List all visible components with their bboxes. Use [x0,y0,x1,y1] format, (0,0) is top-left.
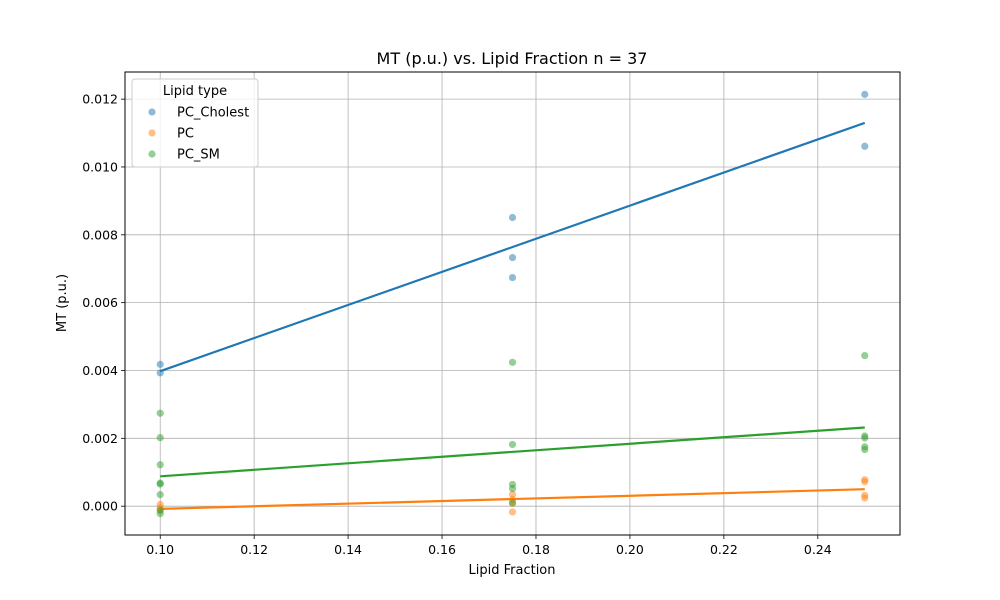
point-pc-sm [508,484,517,493]
x-tick-label: 0.12 [240,542,268,557]
scatter-points [156,90,869,518]
y-tick-label: 0.012 [82,92,118,107]
legend-marker-pc [148,129,156,137]
y-axis-label: MT (p.u.) [55,274,70,332]
x-tick-label: 0.20 [616,542,644,557]
x-axis-label: Lipid Fraction [469,563,556,578]
point-pc-sm [861,445,869,454]
point-pc-sm [861,351,869,360]
y-tick-label: 0.002 [82,431,118,446]
fit-line-pc-cholest [159,121,866,373]
point-pc-cholest [508,213,517,222]
y-tick-label: 0.006 [82,295,118,310]
x-tick-label: 0.10 [146,542,174,557]
y-tick-label: 0.004 [82,363,118,378]
point-pc-cholest [861,90,869,98]
point-pc-cholest [861,142,869,150]
point-pc [508,490,517,498]
x-tick-label: 0.14 [334,542,362,557]
legend-marker-pc-cholest [148,108,156,116]
point-pc-sm [508,440,517,449]
axis-ticks: 0.10 0.12 0.14 0.16 0.18 0.20 0.22 0.24 0.000 0.0… [82,92,832,557]
point-pc-sm [508,358,517,366]
point-pc-cholest [508,273,517,282]
y-tick-label: 0.000 [82,499,118,514]
point-pc [861,494,869,502]
plot-frame [124,71,901,536]
point-pc-sm [156,510,164,518]
point-pc-sm [156,434,164,442]
point-pc-cholest [156,369,164,377]
legend-label-pc: PC [177,127,194,142]
point-pc-sm [861,434,869,442]
chart-title: MT (p.u.) vs. Lipid Fraction n = 37 [377,49,648,68]
grid [125,72,900,535]
legend-title: Lipid type [163,84,227,99]
x-tick-label: 0.16 [428,542,456,557]
point-pc-cholest [508,253,517,262]
y-tick-label: 0.010 [82,159,118,174]
legend-label-pc-cholest: PC_Cholest [177,106,249,121]
point-pc-cholest [156,360,164,368]
legend: Lipid type PC_Cholest PC PC_SM [131,78,259,168]
point-pc-sm [156,491,164,499]
legend-label-pc-sm: PC_SM [177,148,220,163]
point-pc [508,508,517,516]
legend-box [131,78,259,168]
point-pc-sm [156,461,164,469]
legend-marker-pc-sm [148,150,156,158]
point-pc-sm [156,480,164,488]
x-tick-label: 0.24 [804,542,832,557]
x-tick-label: 0.22 [710,542,738,557]
point-pc [861,478,869,486]
point-pc-sm [508,499,517,507]
x-tick-label: 0.18 [522,542,550,557]
point-pc-sm [156,409,164,417]
fit-line-pc-sm [160,426,865,478]
y-tick-label: 0.008 [82,227,118,242]
regression-lines [159,121,866,510]
